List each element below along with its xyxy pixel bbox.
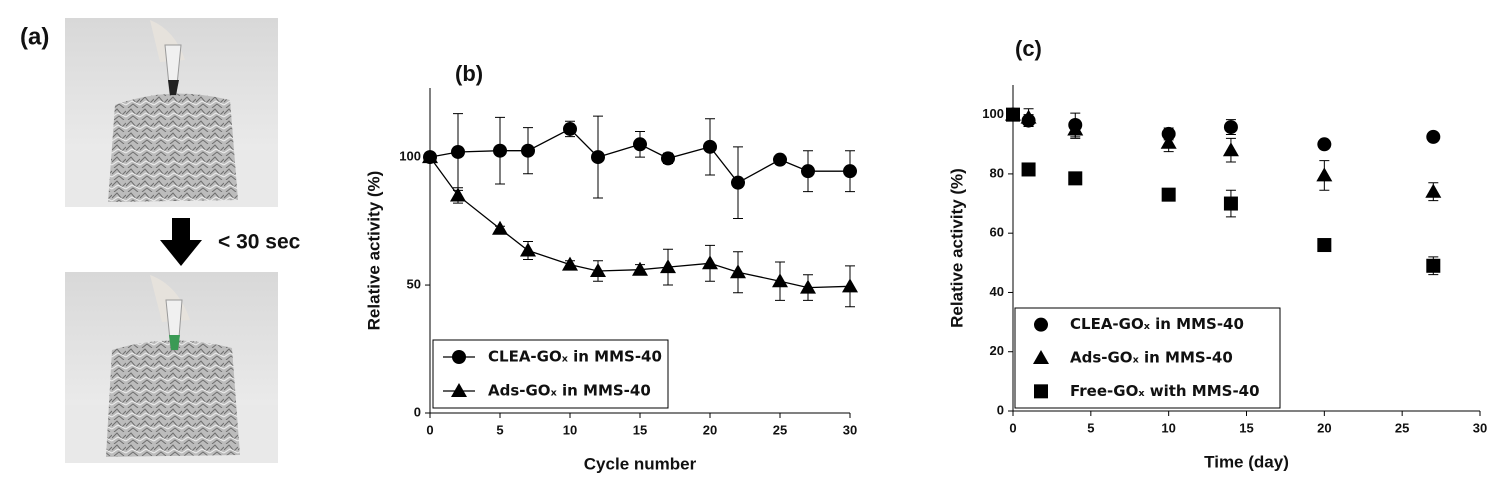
marker: [1160, 134, 1177, 149]
y-tick-label: 0: [997, 402, 1004, 417]
marker: [1021, 162, 1036, 177]
x-tick-label: 15: [633, 422, 647, 437]
marker: [633, 137, 647, 152]
marker: [1006, 107, 1020, 122]
marker: [1223, 120, 1238, 135]
x-tick-label: 20: [1317, 420, 1331, 435]
marker: [772, 273, 788, 288]
marker: [562, 256, 578, 271]
y-axis-label: Relative activity (%): [947, 168, 966, 328]
marker: [590, 262, 606, 277]
marker: [1426, 129, 1441, 144]
marker: [520, 242, 536, 257]
legend-label: Free-GOₓ with MMS-40: [1070, 382, 1260, 400]
legend-label: Ads-GOₓ in MMS-40: [488, 382, 651, 400]
x-axis-label: Time (day): [1204, 452, 1289, 471]
marker: [1161, 187, 1176, 202]
y-tick-label: 20: [990, 343, 1004, 358]
arrow-label: < 30 sec: [218, 231, 301, 254]
panel-label: (a): [20, 23, 49, 50]
x-axis-label: Cycle number: [584, 454, 697, 473]
y-tick-label: 100: [982, 106, 1004, 121]
legend-marker: [1033, 350, 1049, 364]
marker: [1222, 142, 1239, 157]
legend-box: [1014, 307, 1281, 409]
legend-box: [432, 339, 669, 409]
x-tick-label: 0: [426, 422, 433, 437]
y-axis-label: Relative activity (%): [364, 171, 383, 331]
marker: [1068, 171, 1083, 186]
legend-label: CLEA-GOₓ in MMS-40: [1070, 315, 1244, 333]
marker: [702, 255, 718, 270]
marker: [842, 278, 858, 293]
y-tick-label: 100: [399, 149, 421, 164]
legend-label: Ads-GOₓ in MMS-40: [1070, 349, 1233, 367]
x-tick-label: 5: [1087, 420, 1094, 435]
marker: [1316, 167, 1333, 182]
marker: [422, 149, 438, 164]
marker: [1425, 183, 1442, 198]
marker: [730, 264, 746, 279]
marker: [1317, 137, 1332, 152]
arrow: [160, 218, 202, 266]
legend-marker: [1034, 384, 1048, 399]
x-tick-label: 25: [773, 422, 787, 437]
marker: [1223, 196, 1238, 211]
x-tick-label: 10: [563, 422, 577, 437]
marker: [773, 152, 787, 167]
marker: [843, 164, 857, 179]
marker: [521, 143, 535, 158]
x-tick-label: 15: [1239, 420, 1253, 435]
x-tick-label: 10: [1161, 420, 1175, 435]
marker: [703, 139, 717, 154]
legend-marker: [1034, 317, 1048, 332]
y-tick-label: 60: [990, 225, 1004, 240]
marker: [493, 143, 507, 158]
legend-marker: [451, 383, 467, 397]
y-tick-label: 80: [990, 165, 1004, 180]
marker: [591, 150, 605, 165]
marker: [661, 151, 675, 166]
x-tick-label: 0: [1009, 420, 1016, 435]
y-tick-label: 40: [990, 284, 1004, 299]
photo-before: [65, 18, 278, 207]
y-tick-label: 0: [414, 404, 421, 419]
marker: [1317, 238, 1332, 253]
marker: [1020, 109, 1037, 124]
x-tick-label: 5: [496, 422, 503, 437]
marker: [451, 144, 465, 159]
marker: [1426, 258, 1441, 273]
y-tick-label: 50: [407, 276, 421, 291]
x-tick-label: 25: [1395, 420, 1409, 435]
marker: [1067, 121, 1084, 136]
marker: [450, 187, 466, 202]
legend-label: CLEA-GOₓ in MMS-40: [488, 348, 662, 366]
marker: [563, 121, 577, 136]
x-tick-label: 20: [703, 422, 717, 437]
marker: [800, 279, 816, 294]
marker: [660, 259, 676, 274]
panel-label: (c): [1015, 36, 1042, 61]
x-tick-label: 30: [843, 422, 857, 437]
marker: [731, 175, 745, 190]
marker: [801, 164, 815, 179]
photo-after: [65, 272, 278, 463]
x-tick-label: 30: [1473, 420, 1487, 435]
legend-marker: [452, 350, 466, 364]
marker: [632, 261, 648, 276]
marker: [492, 220, 508, 235]
panel-label: (b): [455, 61, 483, 86]
